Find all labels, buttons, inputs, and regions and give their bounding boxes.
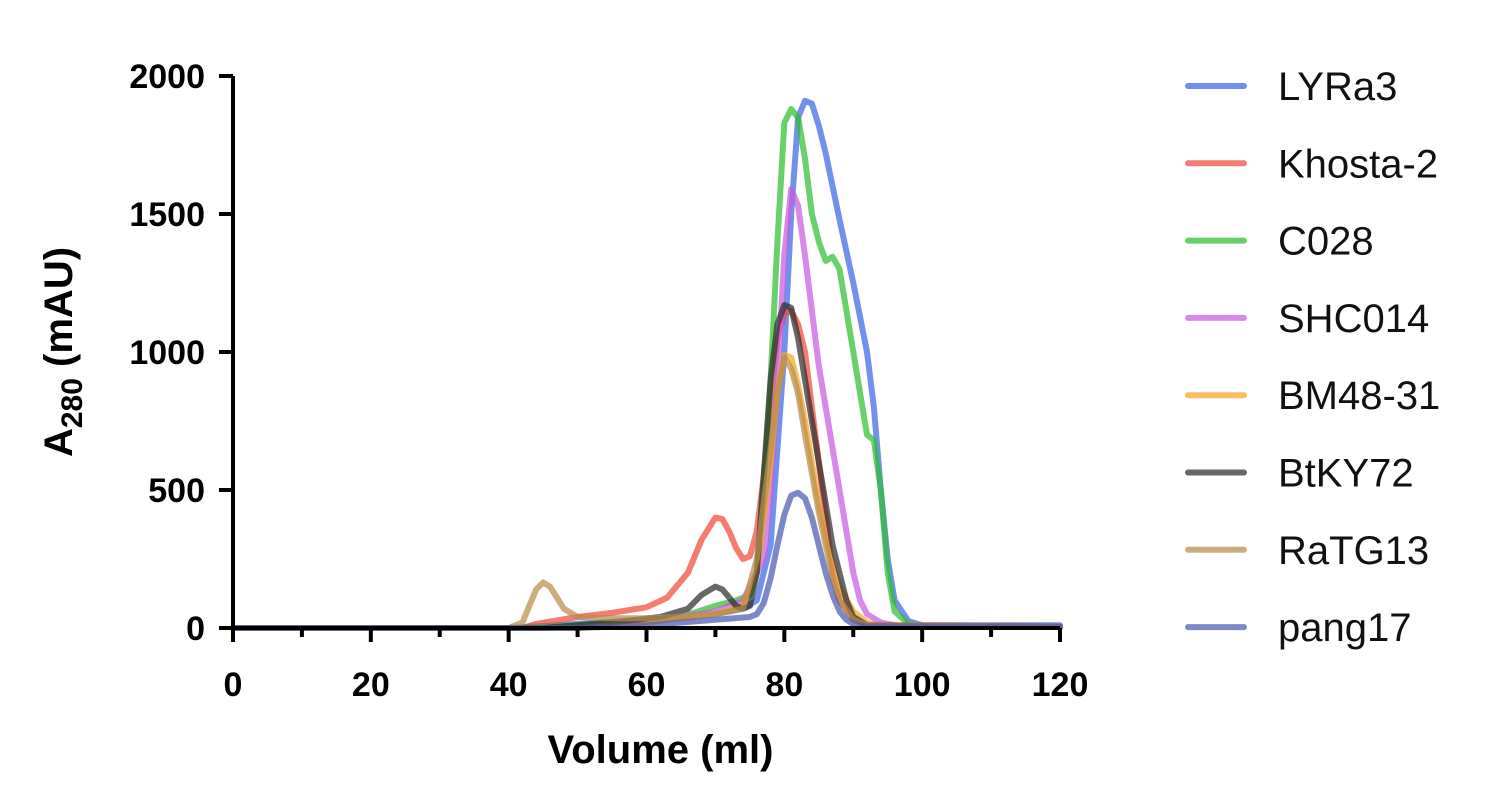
legend: LYRa3 Khosta-2 C028 SHC014 BM48-31 BtKY72 RaTG… bbox=[1185, 65, 1440, 650]
x-tick-label: 120 bbox=[1032, 666, 1089, 704]
x-tick-label: 60 bbox=[628, 666, 666, 704]
y-axis-title-subscript: 280 bbox=[56, 378, 89, 428]
series-line-pang17 bbox=[230, 489, 1063, 631]
y-axis-title-unit: (mAU) bbox=[37, 247, 81, 378]
series-line-khosta-2 bbox=[230, 307, 1063, 631]
legend-label-btky72: BtKY72 bbox=[1278, 452, 1414, 496]
series-line-ratg13 bbox=[230, 354, 1063, 631]
legend-label-bm48-31: BM48-31 bbox=[1278, 374, 1440, 418]
y-axis-title: A280 (mAU) bbox=[37, 247, 89, 457]
series-layer bbox=[230, 97, 1063, 631]
y-tick-label: 0 bbox=[186, 610, 205, 648]
legend-label-lyra3: LYRa3 bbox=[1278, 65, 1397, 109]
x-tick-label: 80 bbox=[765, 666, 803, 704]
x-axis-title: Volume (ml) bbox=[548, 728, 774, 772]
ticks: 0 20 40 60 80 100 120 0 500 1000 1500 2000 bbox=[129, 58, 1088, 704]
y-tick-label: 500 bbox=[148, 472, 205, 510]
legend-label-shc014: SHC014 bbox=[1278, 297, 1429, 341]
y-tick-label: 2000 bbox=[129, 58, 205, 96]
x-tick-label: 40 bbox=[490, 666, 528, 704]
y-tick-label: 1000 bbox=[129, 334, 205, 372]
legend-label-khosta-2: Khosta-2 bbox=[1278, 142, 1438, 186]
y-axis-title-main: A bbox=[37, 428, 81, 457]
x-tick-label: 0 bbox=[224, 666, 243, 704]
legend-label-ratg13: RaTG13 bbox=[1278, 529, 1429, 573]
series-line-btky72 bbox=[230, 302, 1063, 631]
series-line-c028 bbox=[230, 106, 1063, 631]
x-tick-label: 100 bbox=[894, 666, 951, 704]
series-line-bm48-31 bbox=[230, 351, 1063, 631]
axes bbox=[231, 76, 1060, 630]
legend-label-c028: C028 bbox=[1278, 220, 1374, 264]
series-line-shc014 bbox=[230, 186, 1063, 631]
legend-label-pang17: pang17 bbox=[1278, 606, 1411, 650]
x-tick-label: 20 bbox=[352, 666, 390, 704]
series-line-lyra3 bbox=[230, 97, 1063, 631]
y-tick-label: 1500 bbox=[129, 196, 205, 234]
